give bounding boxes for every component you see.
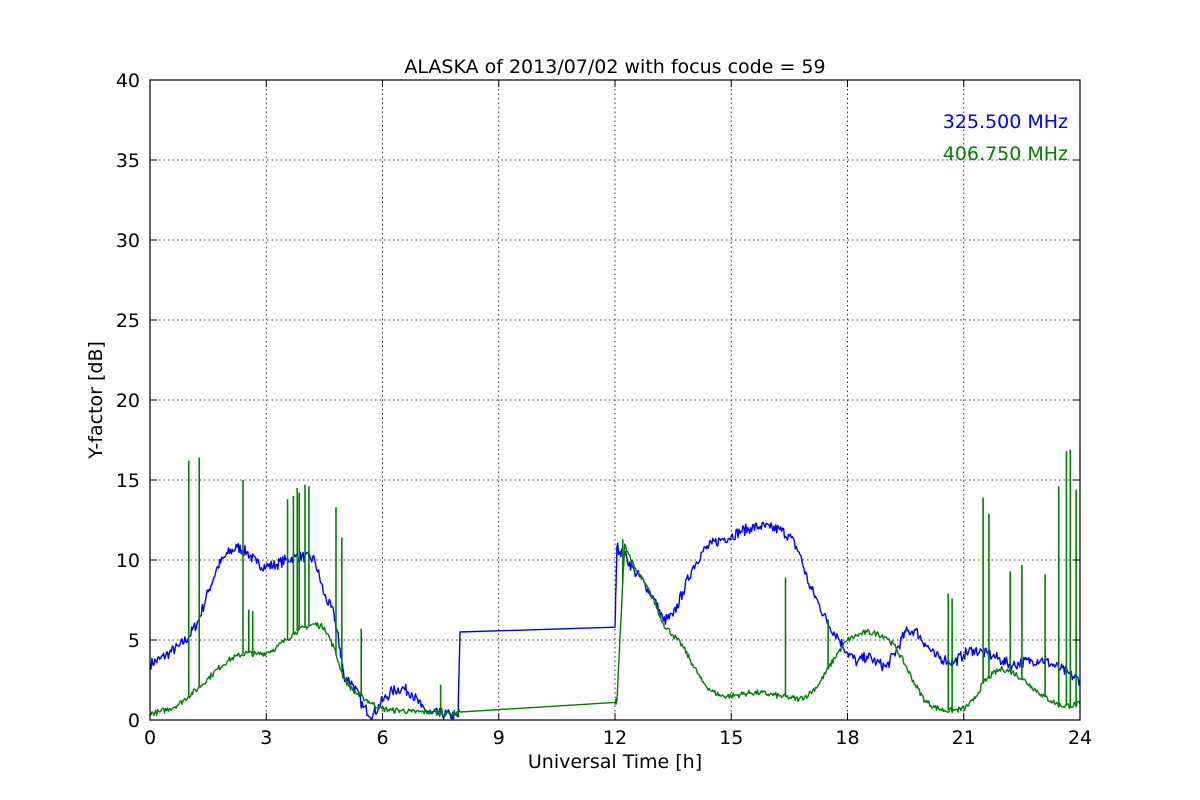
y-tick-label: 5 <box>128 630 140 652</box>
y-tick-label: 10 <box>116 550 140 572</box>
x-tick-label: 0 <box>144 727 156 749</box>
axis-ticks: 0 3 6 9 12 15 18 21 24 0 5 10 15 20 25 30 35 40 <box>116 70 1092 749</box>
y-axis-label: Y-factor [dB] <box>85 341 107 460</box>
series-325-500-mhz <box>149 521 1081 721</box>
x-tick-label: 18 <box>835 727 859 749</box>
series-lines <box>149 449 1081 721</box>
grid-lines <box>150 80 1080 720</box>
series-406-750-mhz <box>149 449 1081 718</box>
legend-label-325: 325.500 MHz <box>943 111 1068 133</box>
x-axis-label: Universal Time [h] <box>528 751 702 773</box>
x-tick-label: 12 <box>603 727 627 749</box>
x-tick-label: 6 <box>376 727 388 749</box>
legend-label-406: 406.750 MHz <box>943 143 1068 165</box>
x-tick-label: 9 <box>493 727 505 749</box>
x-tick-label: 15 <box>719 727 743 749</box>
x-tick-label: 3 <box>260 727 272 749</box>
y-tick-label: 35 <box>116 150 140 172</box>
y-tick-label: 30 <box>116 230 140 252</box>
chart-title: ALASKA of 2013/07/02 with focus code = 5… <box>404 56 825 78</box>
y-tick-label: 15 <box>116 470 140 492</box>
series-line <box>149 521 1081 721</box>
series-line <box>149 543 1081 718</box>
x-tick-label: 21 <box>952 727 976 749</box>
y-tick-label: 20 <box>116 390 140 412</box>
y-tick-label: 0 <box>128 710 140 732</box>
y-tick-label: 40 <box>116 70 140 92</box>
x-tick-label: 24 <box>1068 727 1092 749</box>
y-tick-label: 25 <box>116 310 140 332</box>
